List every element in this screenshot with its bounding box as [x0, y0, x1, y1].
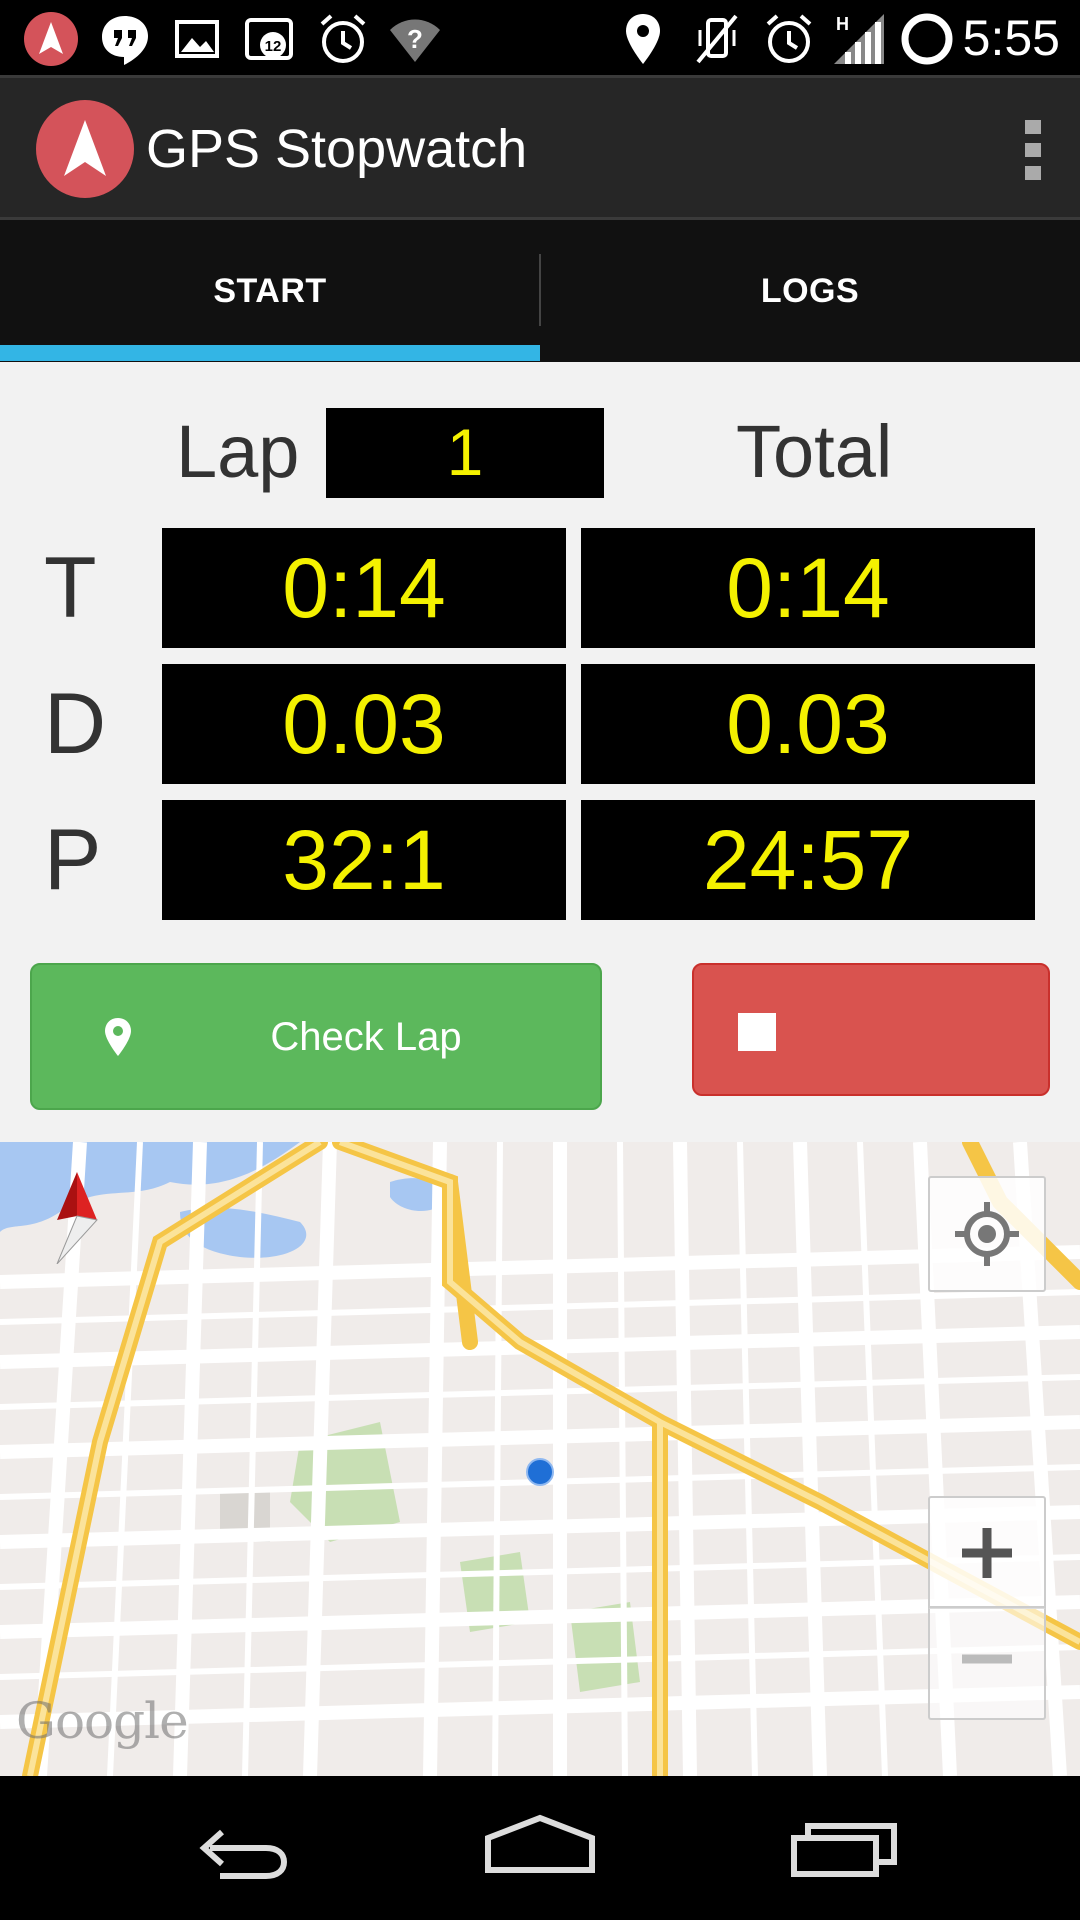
- zoom-out-button[interactable]: [928, 1608, 1046, 1720]
- google-attribution: Google: [16, 1692, 189, 1750]
- vibrate-off-icon: [696, 14, 738, 64]
- my-location-button[interactable]: [928, 1176, 1046, 1292]
- action-bar: GPS Stopwatch: [0, 75, 1080, 220]
- image-icon: [175, 20, 219, 58]
- alarm-icon: [320, 14, 366, 63]
- compass-icon[interactable]: [52, 1172, 102, 1264]
- lap-pace-display: 32:1: [162, 800, 566, 920]
- stop-icon: [738, 1013, 776, 1051]
- current-location-marker: [526, 1458, 554, 1486]
- calendar-badge: 12: [265, 38, 282, 55]
- navigation-arrow-icon: [64, 120, 106, 176]
- overflow-menu-icon[interactable]: [1016, 118, 1050, 182]
- svg-text:?: ?: [407, 24, 423, 54]
- home-icon[interactable]: [480, 1808, 600, 1888]
- total-pace-display: 24:57: [581, 800, 1035, 920]
- lap-label: Lap: [176, 410, 300, 493]
- hangouts-icon: [102, 16, 148, 65]
- pace-row-label: P: [44, 812, 102, 908]
- network-type: H: [836, 14, 849, 34]
- stop-button[interactable]: [692, 963, 1050, 1096]
- map-view[interactable]: Google: [0, 1142, 1080, 1776]
- tab-divider: [539, 254, 541, 326]
- lap-number-display: 1: [326, 408, 604, 498]
- total-label: Total: [736, 410, 893, 493]
- tab-bar: START LOGS: [0, 220, 1080, 362]
- tab-start[interactable]: START: [213, 272, 327, 310]
- battery-icon: [901, 13, 953, 65]
- recent-apps-icon[interactable]: [786, 1808, 906, 1888]
- total-distance-display: 0.03: [581, 664, 1035, 784]
- calendar-icon: 12: [245, 18, 293, 60]
- status-clock: 5:55: [962, 10, 1060, 66]
- map-pin-icon: [105, 1018, 131, 1056]
- wifi-unknown-icon: ?: [390, 19, 440, 62]
- map-roads: [0, 1142, 1080, 1776]
- check-lap-button[interactable]: Check Lap: [30, 963, 602, 1110]
- signal-icon: H: [834, 14, 884, 64]
- crosshair-icon: [955, 1202, 1019, 1266]
- lap-distance-display: 0.03: [162, 664, 566, 784]
- stopwatch-panel: Lap 1 Total T 0:14 0:14 D 0.03 0.03 P 32…: [0, 362, 1080, 1142]
- app-notification-icon: [24, 12, 78, 66]
- check-lap-label: Check Lap: [270, 1015, 462, 1059]
- time-row-label: T: [44, 540, 97, 636]
- app-title: GPS Stopwatch: [146, 119, 528, 179]
- alarm-icon-right: [766, 14, 812, 63]
- distance-row-label: D: [44, 676, 107, 772]
- tab-logs[interactable]: LOGS: [760, 272, 860, 310]
- app-logo[interactable]: [36, 100, 134, 198]
- plus-icon: [962, 1528, 1012, 1578]
- lap-time-display: 0:14: [162, 528, 566, 648]
- status-bar: 12 ? H 5:55: [0, 0, 1080, 75]
- minus-icon: [962, 1654, 1012, 1664]
- navigation-bar: [0, 1776, 1080, 1920]
- back-icon[interactable]: [180, 1808, 300, 1888]
- zoom-in-button[interactable]: [928, 1496, 1046, 1608]
- tab-selected-indicator: [0, 345, 540, 361]
- total-time-display: 0:14: [581, 528, 1035, 648]
- location-icon: [626, 14, 660, 64]
